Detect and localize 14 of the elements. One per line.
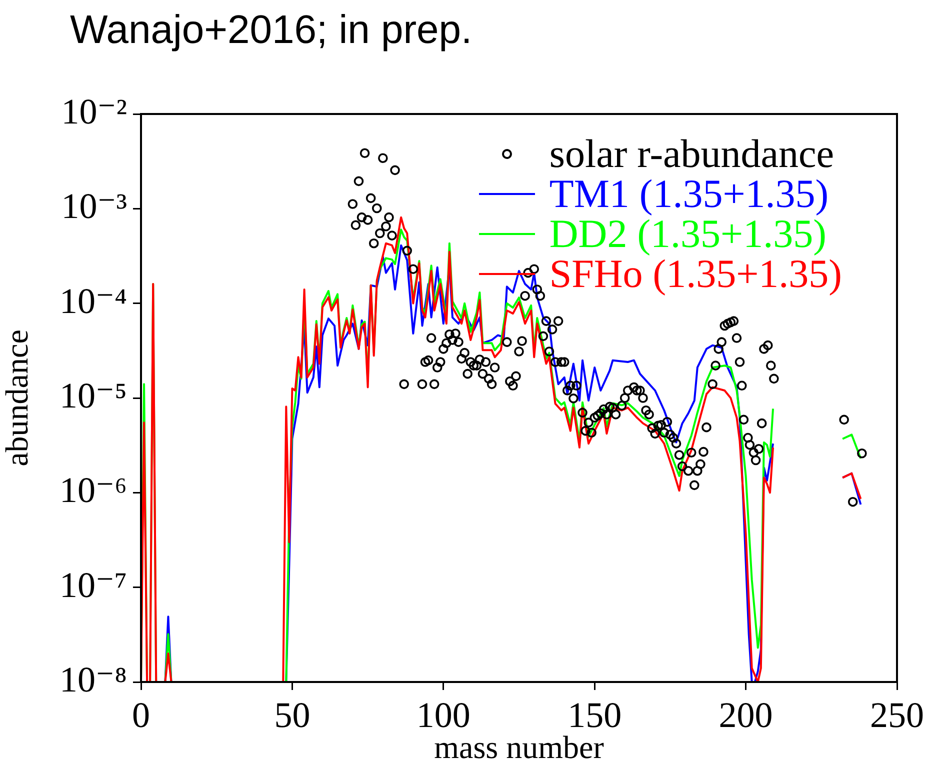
x-tick-label: 0 (132, 695, 150, 736)
y-axis-title: abundance (0, 330, 35, 466)
x-tick-label: 250 (870, 695, 924, 736)
x-tick-label: 200 (718, 695, 773, 736)
y-tick-label: 10⁻⁷ (59, 564, 127, 605)
x-tick-label: 50 (274, 695, 310, 736)
y-tick-label: 10⁻⁶ (59, 470, 127, 510)
y-tick-label: 10⁻⁵ (59, 375, 127, 416)
y-tick-label: 10⁻² (61, 91, 127, 132)
chart-title: Wanajo+2016; in prep. (70, 8, 472, 53)
y-tick-label: 10⁻⁴ (59, 280, 127, 321)
y-tick-label: 10⁻³ (61, 186, 128, 226)
legend-label: solar r-abundance (549, 131, 834, 176)
y-tick-label: 10⁻⁸ (59, 659, 127, 700)
